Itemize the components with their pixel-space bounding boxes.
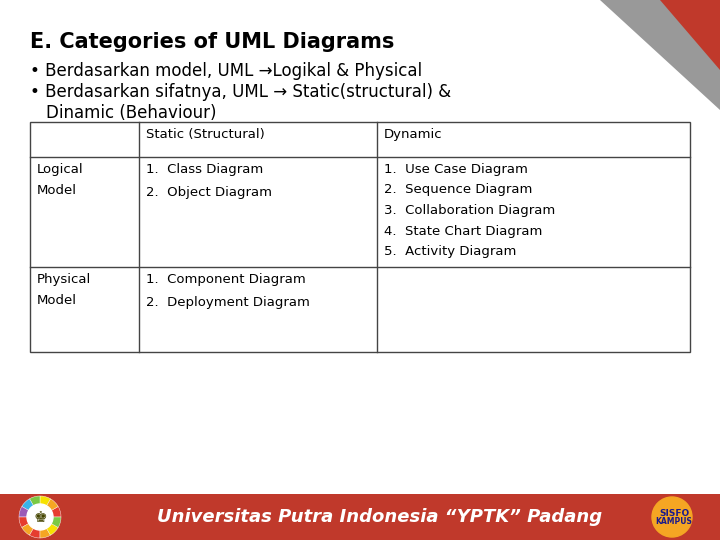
Wedge shape [22,499,40,517]
Wedge shape [30,517,40,538]
Text: Dinamic (Behaviour): Dinamic (Behaviour) [46,104,217,122]
Text: 1.  Class Diagram
2.  Object Diagram: 1. Class Diagram 2. Object Diagram [146,163,272,199]
Wedge shape [30,496,40,517]
Text: SISFO: SISFO [659,509,689,517]
Wedge shape [40,517,61,528]
Wedge shape [19,507,40,517]
Wedge shape [40,499,58,517]
Polygon shape [600,0,720,110]
Wedge shape [40,517,58,535]
Text: E. Categories of UML Diagrams: E. Categories of UML Diagrams [30,32,395,52]
Polygon shape [660,0,720,70]
Text: Dynamic: Dynamic [384,128,442,141]
Circle shape [27,504,53,530]
Wedge shape [22,517,40,535]
Text: 1.  Use Case Diagram
2.  Sequence Diagram
3.  Collaboration Diagram
4.  State Ch: 1. Use Case Diagram 2. Sequence Diagram … [384,163,554,258]
Wedge shape [19,517,40,528]
Text: KAMPUS: KAMPUS [656,517,693,526]
Text: Physical
Model: Physical Model [37,273,91,307]
Text: • Berdasarkan sifatnya, UML → Static(structural) &: • Berdasarkan sifatnya, UML → Static(str… [30,83,451,101]
Circle shape [652,497,692,537]
Wedge shape [40,496,50,517]
Wedge shape [40,507,61,517]
Text: • Berdasarkan model, UML →Logikal & Physical: • Berdasarkan model, UML →Logikal & Phys… [30,62,422,80]
Wedge shape [40,517,50,538]
Text: Universitas Putra Indonesia “YPTK” Padang: Universitas Putra Indonesia “YPTK” Padan… [158,508,603,526]
Text: Static (Structural): Static (Structural) [146,128,265,141]
Text: 1.  Component Diagram
2.  Deployment Diagram: 1. Component Diagram 2. Deployment Diagr… [146,273,310,309]
Text: ♚: ♚ [33,510,47,524]
Bar [30,122,690,352]
Text: Logical
Model: Logical Model [37,163,84,197]
Bar [0,494,720,540]
